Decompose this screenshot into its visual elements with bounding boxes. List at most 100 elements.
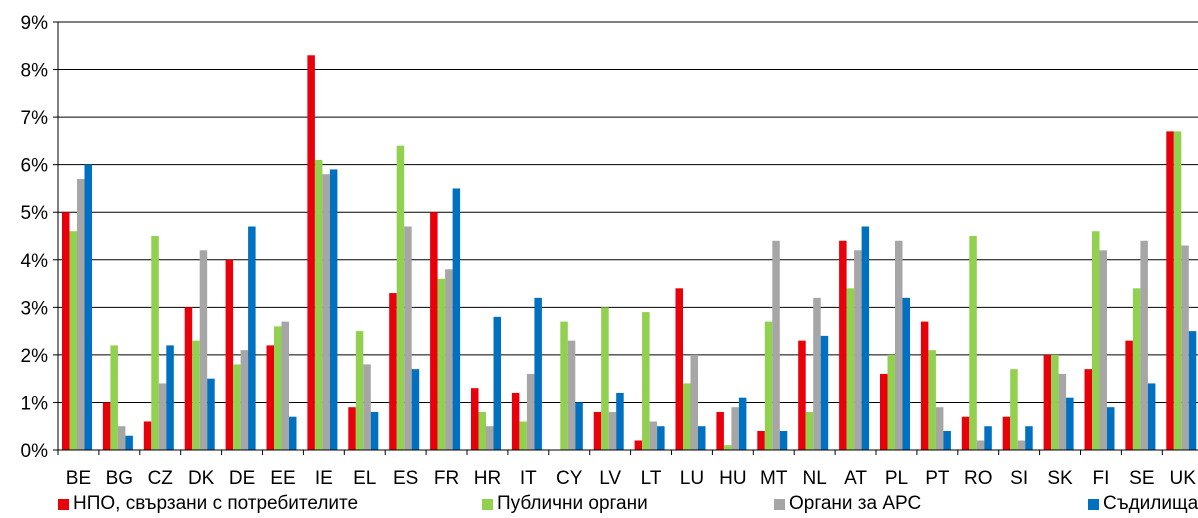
x-category-label: LU — [680, 468, 704, 489]
bar — [62, 212, 70, 450]
bar — [723, 445, 732, 450]
bar — [471, 388, 479, 450]
bar — [961, 416, 970, 450]
bar — [77, 178, 85, 450]
bar — [1010, 369, 1018, 450]
y-axis-tick-labels: 0% 1% 2% 3% 4% 5% 6% 7% 8% 9% — [21, 13, 49, 462]
bar — [233, 364, 241, 450]
y-tick-label: 2% — [21, 346, 49, 367]
x-category-label: IE — [315, 468, 333, 489]
bar — [266, 345, 274, 450]
legend-label: Органи за АРС — [789, 493, 922, 514]
y-tick-label: 6% — [21, 156, 49, 177]
bar — [1140, 240, 1148, 450]
x-category-label: SI — [1010, 468, 1028, 489]
bar — [1025, 426, 1033, 450]
x-category-label: FI — [1093, 468, 1110, 489]
bar — [567, 340, 576, 450]
x-category-label: AT — [844, 468, 867, 489]
legend-label: Съдилища — [1103, 493, 1198, 514]
legend: НПО, свързани с потребителите Публични ор… — [58, 493, 1198, 517]
bar — [314, 159, 323, 450]
bar — [976, 440, 985, 450]
bar — [943, 430, 951, 450]
y-tick-label: 5% — [21, 203, 49, 224]
legend-swatch — [774, 498, 785, 510]
bar — [511, 392, 520, 450]
bar — [452, 188, 461, 450]
bar — [281, 321, 289, 450]
bar — [486, 426, 494, 450]
x-category-label: RO — [964, 468, 993, 489]
bar — [225, 259, 234, 450]
bar — [192, 340, 200, 450]
bar — [125, 435, 133, 450]
bar — [1188, 331, 1197, 450]
bar — [143, 421, 152, 450]
bar — [1166, 131, 1174, 450]
bar — [902, 297, 910, 450]
x-axis-category-labels: BE BG CZ DK DE EE IE EL ES FR HR IT CY LV LT LU HU MT NL AT… — [66, 468, 1196, 489]
bar — [1132, 288, 1141, 450]
bar — [813, 297, 821, 450]
x-category-label: BE — [66, 468, 91, 489]
bar — [329, 169, 338, 451]
bar — [731, 407, 739, 450]
bar — [895, 240, 903, 450]
bar — [805, 411, 814, 450]
bar — [593, 411, 602, 450]
bar — [1107, 407, 1115, 450]
bar — [984, 426, 992, 450]
bar — [675, 288, 683, 450]
bar — [84, 164, 92, 451]
bar — [430, 212, 438, 450]
y-tick-label: 1% — [21, 393, 49, 414]
legend-item: Съдилища — [1088, 493, 1198, 515]
legend-label: Публични органи — [497, 493, 648, 514]
bar — [1125, 340, 1133, 450]
bar — [846, 288, 855, 450]
bar — [880, 373, 888, 450]
x-category-label: FR — [434, 468, 459, 489]
x-category-label: DK — [188, 468, 215, 489]
legend-item: Публични органи — [482, 493, 648, 515]
bar — [404, 226, 412, 450]
bar — [683, 383, 691, 450]
bar — [322, 174, 330, 450]
x-category-label: CY — [556, 468, 583, 489]
x-category-label: PL — [885, 468, 908, 489]
y-tick-label: 0% — [21, 441, 49, 462]
bar — [166, 345, 174, 450]
bar — [274, 326, 282, 450]
x-category-label: LT — [641, 468, 662, 489]
bar — [240, 350, 249, 450]
bar — [798, 340, 806, 450]
bar — [248, 226, 256, 450]
bar — [928, 350, 936, 450]
bar — [560, 321, 568, 450]
x-category-label: EE — [270, 468, 295, 489]
bar — [575, 402, 583, 450]
bar — [348, 407, 356, 450]
bar — [779, 430, 788, 450]
bar — [355, 331, 364, 450]
bar — [1173, 131, 1182, 450]
bar — [657, 426, 665, 450]
bar — [207, 378, 215, 450]
x-category-label: HU — [719, 468, 746, 489]
legend-swatch — [482, 498, 493, 510]
bar — [764, 321, 773, 450]
bar — [1043, 354, 1052, 450]
bar — [772, 240, 780, 450]
bar — [738, 397, 747, 450]
legend-label: НПО, свързани с потребителите — [73, 493, 359, 514]
bar — [445, 269, 453, 450]
x-category-label: MT — [760, 468, 788, 489]
legend-item: НПО, свързани с потребителите — [58, 493, 358, 515]
bars — [62, 55, 1197, 451]
bar — [1181, 245, 1189, 450]
bar — [437, 278, 446, 450]
bar — [642, 312, 650, 450]
bar — [920, 321, 929, 450]
bar — [634, 440, 643, 450]
